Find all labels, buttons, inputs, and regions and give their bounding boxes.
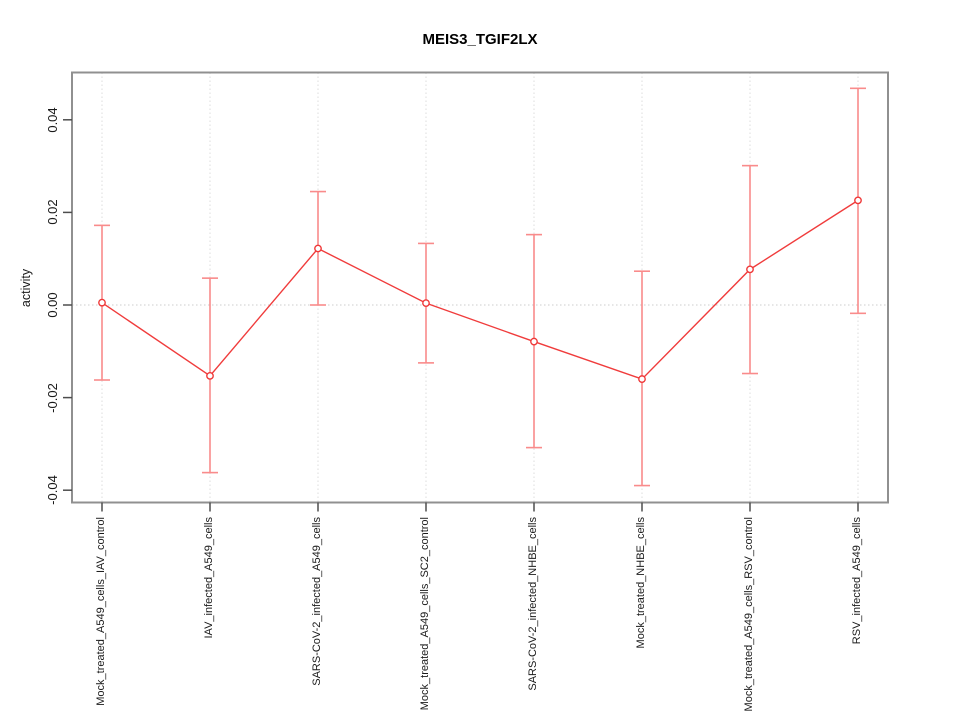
data-point-marker — [530, 337, 538, 346]
y-tick-label: -0.02 — [45, 382, 60, 413]
y-tick-label: 0.04 — [45, 107, 60, 133]
y-tick-label: 0.00 — [45, 292, 60, 318]
data-point-marker — [206, 371, 214, 380]
data-point-marker — [854, 196, 862, 205]
data-point-marker — [638, 375, 646, 383]
y-tick-label: 0.02 — [45, 199, 60, 226]
data-point-marker — [98, 298, 106, 307]
x-tick-label: Mock_treated_A549_cells_IAV_control — [95, 517, 107, 706]
x-tick-label: SARS-CoV-2_infected_NHBE_cells — [527, 517, 539, 691]
x-tick-label: Mock_treated_A549_cells_SC2_control — [419, 517, 431, 711]
x-tick-label: Mock_treated_A549_cells_RSV_control — [743, 517, 755, 712]
data-point-marker — [746, 265, 754, 274]
x-tick-label: IAV_infected_A549_cells — [203, 517, 215, 639]
x-tick-label: SARS-CoV-2_infected_A549_cells — [311, 517, 323, 686]
chart-title: MEIS3_TGIF2LX — [422, 31, 538, 48]
y-tick-label: -0.04 — [45, 475, 60, 506]
data-point-marker — [422, 299, 430, 308]
series-line — [101, 199, 859, 380]
plot-border — [71, 71, 889, 504]
x-tick-label: Mock_treated_NHBE_cells — [635, 517, 647, 649]
x-tick-label: RSV_infected_A549_cells — [851, 517, 863, 645]
data-point-marker — [314, 244, 322, 253]
